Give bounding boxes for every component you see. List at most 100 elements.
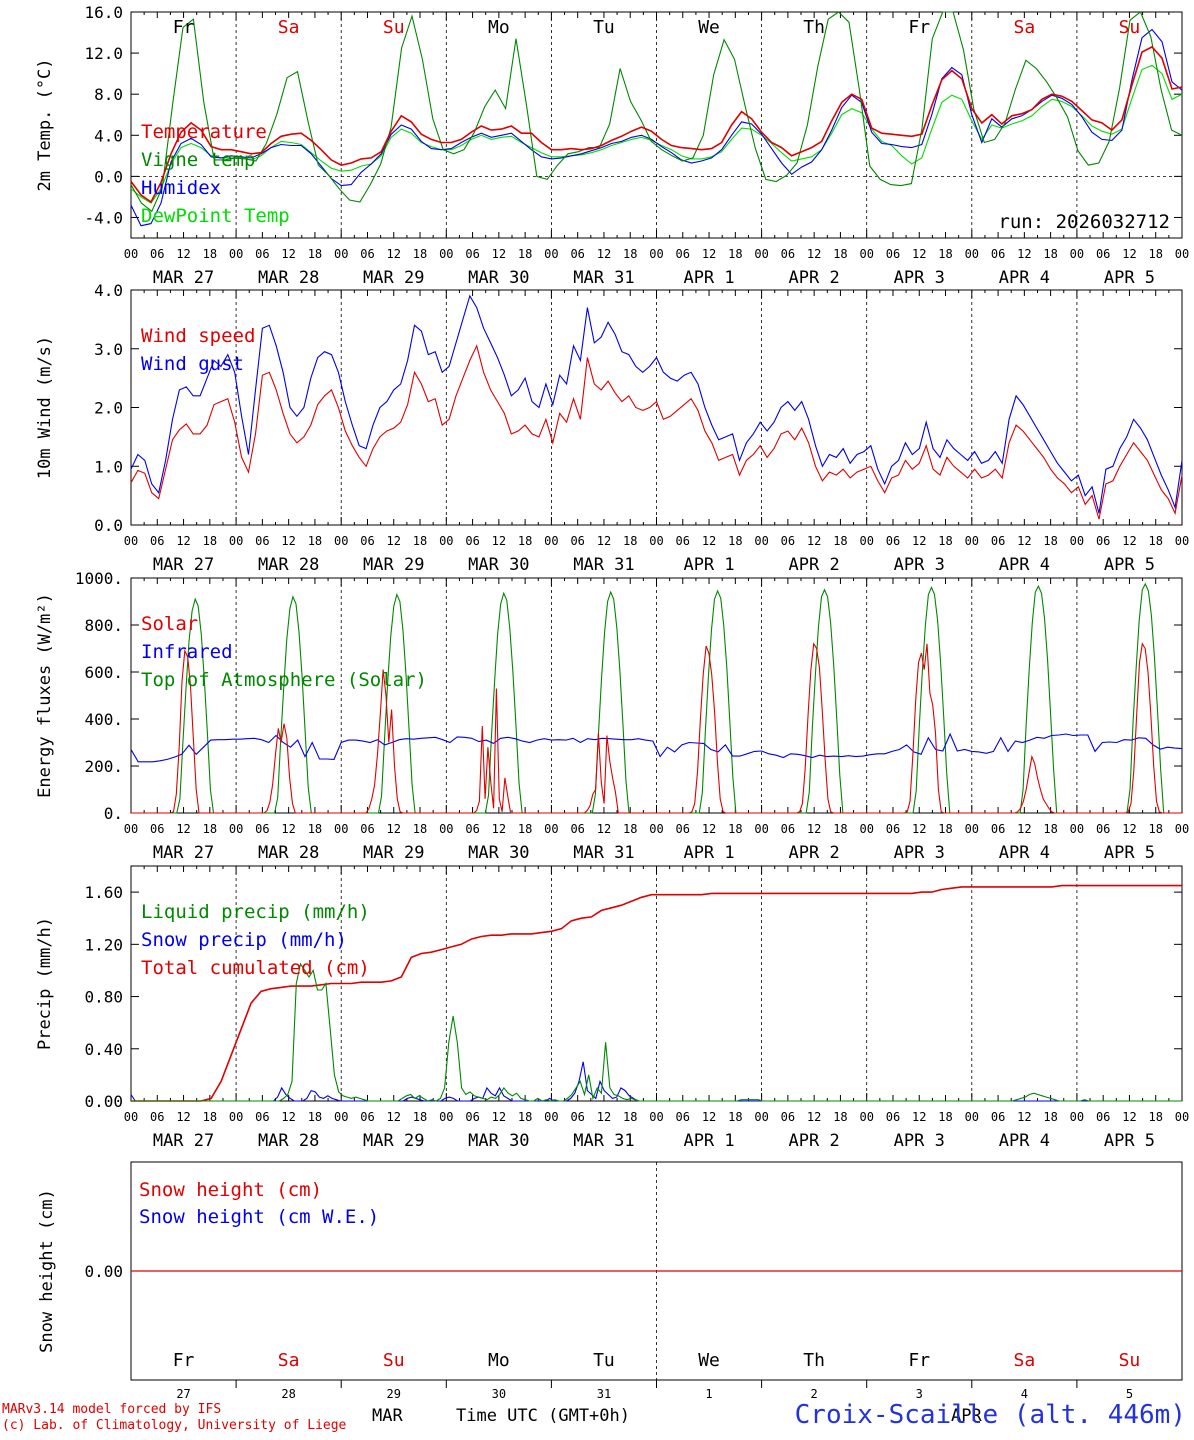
month-label-apr: APR bbox=[951, 1406, 982, 1426]
date-label: MAR 31 bbox=[573, 268, 634, 288]
panel-snow bbox=[130, 1161, 1183, 1388]
legend-entry: DewPoint Temp bbox=[141, 205, 290, 227]
hour-tick-label: 12 bbox=[597, 1110, 611, 1124]
legend-entry: Wind speed bbox=[141, 325, 255, 347]
legend-entry: Total cumulated (cm) bbox=[141, 957, 370, 979]
weekday-label-bottom: Tu bbox=[593, 1350, 615, 1371]
date-label: APR 2 bbox=[789, 268, 840, 288]
hour-tick-label: 18 bbox=[413, 822, 427, 836]
hour-tick-label: 18 bbox=[833, 1110, 847, 1124]
hour-tick-label: 06 bbox=[570, 534, 584, 548]
date-label: MAR 28 bbox=[258, 555, 319, 575]
credit-line-1: MARv3.14 model forced by IFS bbox=[2, 1402, 222, 1417]
date-label: MAR 31 bbox=[573, 843, 634, 863]
hour-tick-label: 18 bbox=[413, 247, 427, 261]
hour-tick-label: 12 bbox=[702, 822, 716, 836]
weekday-label-bottom: Mo bbox=[488, 1350, 510, 1371]
hour-tick-label: 00 bbox=[229, 1110, 243, 1124]
panel-temperature bbox=[130, 11, 1183, 239]
hour-tick-label: 06 bbox=[570, 1110, 584, 1124]
hour-tick-label: 00 bbox=[1175, 1110, 1189, 1124]
hour-tick-label: 18 bbox=[203, 247, 217, 261]
weekday-label: Sa bbox=[1014, 17, 1036, 38]
hour-tick-label: 18 bbox=[938, 1110, 952, 1124]
hour-tick-label: 00 bbox=[124, 1110, 138, 1124]
hour-tick-label: 06 bbox=[991, 1110, 1005, 1124]
date-label: APR 5 bbox=[1104, 843, 1155, 863]
hour-tick-label: 12 bbox=[281, 534, 295, 548]
hour-tick-label: 00 bbox=[334, 822, 348, 836]
day-number: 28 bbox=[281, 1387, 295, 1401]
hour-tick-label: 00 bbox=[1070, 1110, 1084, 1124]
hour-tick-label: 06 bbox=[360, 247, 374, 261]
hour-tick-label: 06 bbox=[781, 534, 795, 548]
hour-tick-label: 12 bbox=[176, 822, 190, 836]
hour-tick-label: 00 bbox=[544, 247, 558, 261]
legend-entry: Solar bbox=[141, 613, 198, 635]
y-tick-label: 1.20 bbox=[84, 935, 123, 954]
series-line-total-cumulated-cm- bbox=[131, 884, 1182, 1102]
hour-tick-label: 00 bbox=[334, 534, 348, 548]
run-label: run: 2026032712 bbox=[998, 211, 1170, 233]
weekday-label: Su bbox=[1119, 17, 1141, 38]
hour-tick-label: 12 bbox=[807, 534, 821, 548]
hour-tick-label: 18 bbox=[623, 247, 637, 261]
weekday-label: Th bbox=[803, 17, 825, 38]
hour-tick-label: 12 bbox=[1122, 1110, 1136, 1124]
hour-tick-label: 00 bbox=[649, 822, 663, 836]
hour-tick-label: 18 bbox=[518, 822, 532, 836]
date-label: APR 2 bbox=[789, 555, 840, 575]
legend-entry: Snow precip (mm/h) bbox=[141, 929, 347, 951]
hour-tick-label: 06 bbox=[676, 534, 690, 548]
hour-tick-label: 00 bbox=[439, 1110, 453, 1124]
date-label: APR 3 bbox=[894, 843, 945, 863]
hour-tick-label: 12 bbox=[1122, 822, 1136, 836]
hour-tick-label: 12 bbox=[912, 1110, 926, 1124]
hour-tick-label: 00 bbox=[334, 1110, 348, 1124]
hour-tick-label: 18 bbox=[728, 247, 742, 261]
hour-tick-label: 06 bbox=[886, 822, 900, 836]
hour-tick-label: 06 bbox=[255, 1110, 269, 1124]
legend-entry: Vigne temp bbox=[141, 149, 255, 171]
hour-tick-label: 06 bbox=[150, 534, 164, 548]
hour-tick-label: 00 bbox=[439, 822, 453, 836]
date-label: MAR 28 bbox=[258, 1131, 319, 1151]
hour-tick-label: 06 bbox=[991, 534, 1005, 548]
y-tick-label: 0.0 bbox=[94, 167, 123, 186]
day-number: 27 bbox=[176, 1387, 190, 1401]
hour-tick-label: 12 bbox=[912, 822, 926, 836]
hour-tick-label: 06 bbox=[360, 534, 374, 548]
hour-tick-label: 12 bbox=[281, 822, 295, 836]
weekday-label-bottom: Sa bbox=[278, 1350, 300, 1371]
date-label: MAR 29 bbox=[363, 1131, 424, 1151]
y-tick-label: 200. bbox=[84, 757, 123, 776]
hour-tick-label: 06 bbox=[1096, 534, 1110, 548]
legend-entry: Infrared bbox=[141, 641, 233, 663]
date-label: MAR 30 bbox=[468, 268, 529, 288]
hour-tick-label: 00 bbox=[859, 1110, 873, 1124]
date-label: APR 4 bbox=[999, 843, 1050, 863]
series-line-vigne-temp bbox=[130, 11, 1183, 213]
hour-tick-label: 18 bbox=[938, 247, 952, 261]
y-axis-label: Snow height (cm) bbox=[37, 1189, 57, 1353]
date-label: MAR 30 bbox=[468, 555, 529, 575]
hour-tick-label: 18 bbox=[203, 822, 217, 836]
hour-tick-label: 18 bbox=[833, 534, 847, 548]
weekday-label-bottom: Fr bbox=[173, 1350, 195, 1371]
hour-tick-label: 12 bbox=[807, 247, 821, 261]
date-label: MAR 28 bbox=[258, 843, 319, 863]
panel-wind bbox=[130, 289, 1183, 526]
hour-tick-label: 00 bbox=[124, 247, 138, 261]
hour-tick-label: 12 bbox=[281, 1110, 295, 1124]
hour-tick-label: 00 bbox=[754, 247, 768, 261]
hour-tick-label: 06 bbox=[360, 1110, 374, 1124]
hour-tick-label: 00 bbox=[124, 822, 138, 836]
hour-tick-label: 00 bbox=[1070, 822, 1084, 836]
hour-tick-label: 18 bbox=[1148, 1110, 1162, 1124]
hour-tick-label: 12 bbox=[912, 247, 926, 261]
hour-tick-label: 12 bbox=[176, 534, 190, 548]
date-label: APR 5 bbox=[1104, 1131, 1155, 1151]
hour-tick-label: 06 bbox=[465, 1110, 479, 1124]
hour-tick-label: 00 bbox=[965, 534, 979, 548]
legend-entry: Top of Atmosphere (Solar) bbox=[141, 669, 427, 691]
